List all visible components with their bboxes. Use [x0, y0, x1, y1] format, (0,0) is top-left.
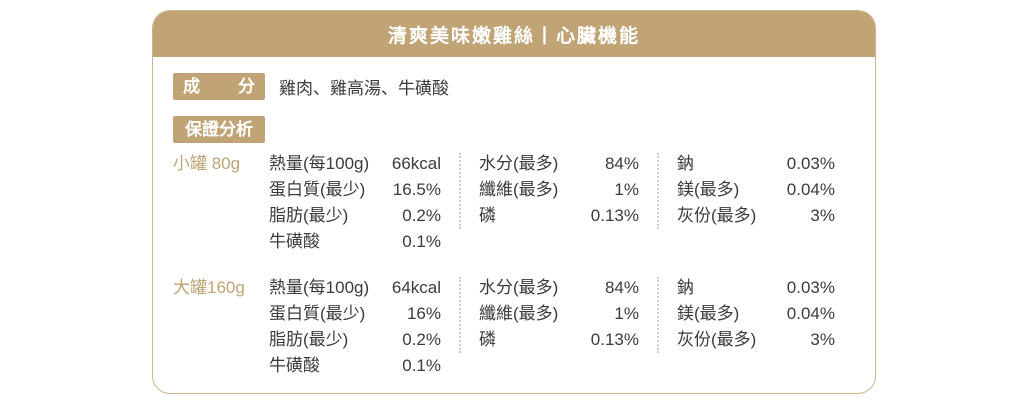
- nutrient-row: 水分(最多) 84%: [479, 275, 639, 301]
- nutrient-row: 牛磺酸 0.1%: [269, 353, 441, 379]
- nutrient-value: 3%: [810, 206, 835, 225]
- nutrient-name: 纖維(最多): [479, 180, 559, 199]
- nutrient-value: 64kcal: [391, 278, 441, 297]
- nutrient-row: 鎂(最多) 0.04%: [677, 301, 835, 327]
- nutrient-value: 84%: [604, 278, 639, 297]
- nutrient-name: 鎂(最多): [677, 180, 740, 199]
- guaranteed-analysis-tag: 保證分析: [173, 116, 265, 143]
- nutrient-value: 84%: [604, 154, 639, 173]
- nutrient-name: 牛磺酸: [269, 356, 320, 375]
- nutrition-column: 水分(最多) 84% 纖維(最多) 1% 磷 0.13%: [479, 275, 639, 353]
- nutrient-name: 鎂(最多): [677, 304, 740, 323]
- dotted-divider: [459, 153, 461, 229]
- nutrient-name: 磷: [479, 206, 496, 225]
- dotted-divider: [657, 153, 659, 229]
- nutrition-columns: 熱量(每100g) 66kcal 蛋白質(最少) 16.5% 脂肪(最少) 0.…: [269, 151, 835, 255]
- card-body: 成 分 雞肉、雞高湯、牛磺酸 保證分析 小罐 80g 熱量(每100g) 66k…: [153, 57, 875, 393]
- nutrient-row: 脂肪(最少) 0.2%: [269, 203, 441, 229]
- nutrient-value: 3%: [810, 330, 835, 349]
- title-bar: 清爽美味嫩雞絲丨心臟機能: [153, 11, 875, 57]
- nutrient-row: 灰份(最多) 3%: [677, 203, 835, 229]
- nutrient-name: 磷: [479, 330, 496, 349]
- nutrition-column: 熱量(每100g) 64kcal 蛋白質(最少) 16% 脂肪(最少) 0.2%: [269, 275, 441, 379]
- nutrient-value: 0.03%: [786, 154, 835, 173]
- can-size-label: 大罐160g: [173, 278, 245, 297]
- nutrient-value: 66kcal: [391, 154, 441, 173]
- analysis-group-small-can: 小罐 80g 熱量(每100g) 66kcal 蛋白質(最少) 16.5% 脂肪…: [173, 151, 855, 255]
- page-title: 清爽美味嫩雞絲丨心臟機能: [387, 25, 640, 47]
- nutrient-name: 鈉: [677, 154, 694, 173]
- nutrient-row: 纖維(最多) 1%: [479, 177, 639, 203]
- nutrient-value: 0.2%: [402, 330, 441, 349]
- ingredients-text: 雞肉、雞高湯、牛磺酸: [279, 79, 449, 98]
- nutrient-name: 蛋白質(最少): [269, 304, 366, 323]
- nutrient-row: 鈉 0.03%: [677, 151, 835, 177]
- nutrient-row: 蛋白質(最少) 16.5%: [269, 177, 441, 203]
- nutrient-name: 熱量(每100g): [269, 278, 370, 297]
- nutrient-row: 鎂(最多) 0.04%: [677, 177, 835, 203]
- nutrition-column: 熱量(每100g) 66kcal 蛋白質(最少) 16.5% 脂肪(最少) 0.…: [269, 151, 441, 255]
- nutrient-value: 16%: [406, 304, 441, 323]
- analysis-group-large-can: 大罐160g 熱量(每100g) 64kcal 蛋白質(最少) 16% 脂肪(最…: [173, 275, 855, 379]
- nutrient-row: 磷 0.13%: [479, 327, 639, 353]
- dotted-divider: [657, 277, 659, 353]
- nutrient-value: 1%: [614, 304, 639, 323]
- nutrient-name: 水分(最多): [479, 278, 559, 297]
- ingredients-tag: 成 分: [173, 73, 265, 100]
- nutrient-name: 熱量(每100g): [269, 154, 370, 173]
- nutrient-value: 0.04%: [786, 304, 835, 323]
- nutrient-value: 16.5%: [392, 180, 441, 199]
- nutrient-name: 牛磺酸: [269, 232, 320, 251]
- nutrient-name: 脂肪(最少): [269, 206, 349, 225]
- nutrition-column: 水分(最多) 84% 纖維(最多) 1% 磷 0.13%: [479, 151, 639, 229]
- nutrient-value: 0.13%: [590, 330, 639, 349]
- nutrient-row: 磷 0.13%: [479, 203, 639, 229]
- nutrient-name: 鈉: [677, 278, 694, 297]
- nutrient-row: 水分(最多) 84%: [479, 151, 639, 177]
- dotted-divider: [459, 277, 461, 353]
- nutrient-value: 1%: [614, 180, 639, 199]
- nutrient-row: 牛磺酸 0.1%: [269, 229, 441, 255]
- ingredients-row: 成 分 雞肉、雞高湯、牛磺酸: [173, 73, 855, 100]
- nutrient-row: 纖維(最多) 1%: [479, 301, 639, 327]
- product-info-card: 清爽美味嫩雞絲丨心臟機能 成 分 雞肉、雞高湯、牛磺酸 保證分析 小罐 80g …: [152, 10, 876, 394]
- analysis-tag-row: 保證分析: [173, 116, 855, 143]
- nutrient-row: 熱量(每100g) 66kcal: [269, 151, 441, 177]
- nutrient-value: 0.13%: [590, 206, 639, 225]
- nutrient-name: 纖維(最多): [479, 304, 559, 323]
- nutrient-row: 灰份(最多) 3%: [677, 327, 835, 353]
- nutrient-row: 熱量(每100g) 64kcal: [269, 275, 441, 301]
- nutrition-column: 鈉 0.03% 鎂(最多) 0.04% 灰份(最多) 3%: [677, 151, 835, 229]
- can-size-label: 小罐 80g: [173, 154, 241, 173]
- nutrition-column: 鈉 0.03% 鎂(最多) 0.04% 灰份(最多) 3%: [677, 275, 835, 353]
- nutrient-value: 0.1%: [402, 232, 441, 251]
- nutrient-row: 鈉 0.03%: [677, 275, 835, 301]
- nutrient-name: 蛋白質(最少): [269, 180, 366, 199]
- nutrient-row: 蛋白質(最少) 16%: [269, 301, 441, 327]
- nutrient-name: 水分(最多): [479, 154, 559, 173]
- nutrient-name: 灰份(最多): [677, 330, 757, 349]
- nutrient-name: 灰份(最多): [677, 206, 757, 225]
- nutrient-value: 0.04%: [786, 180, 835, 199]
- nutrient-value: 0.1%: [402, 356, 441, 375]
- nutrient-row: 脂肪(最少) 0.2%: [269, 327, 441, 353]
- nutrient-value: 0.03%: [786, 278, 835, 297]
- nutrient-value: 0.2%: [402, 206, 441, 225]
- nutrition-columns: 熱量(每100g) 64kcal 蛋白質(最少) 16% 脂肪(最少) 0.2%: [269, 275, 835, 379]
- nutrient-name: 脂肪(最少): [269, 330, 349, 349]
